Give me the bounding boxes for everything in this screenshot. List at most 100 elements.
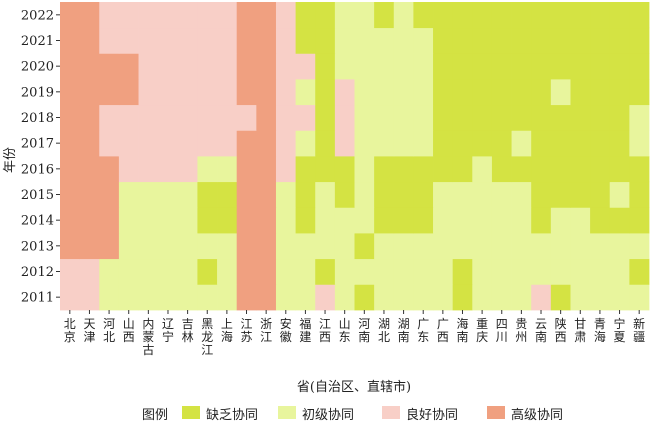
heatmap-cell — [413, 53, 434, 80]
heatmap-cell — [217, 79, 238, 106]
heatmap-cell — [236, 258, 257, 285]
heatmap-cell — [413, 27, 434, 54]
heatmap-cell — [236, 207, 257, 234]
heatmap-cell — [472, 130, 493, 157]
heatmap-cell — [374, 284, 395, 311]
heatmap-cell — [354, 2, 375, 29]
heatmap-cell — [334, 284, 355, 311]
heatmap-cell — [531, 233, 552, 260]
heatmap-cell — [158, 156, 179, 183]
heatmap-cell — [531, 181, 552, 208]
heatmap-cell — [60, 181, 81, 208]
x-tick-label: 上海 — [221, 317, 233, 344]
heatmap-cell — [197, 53, 218, 80]
heatmap-cell — [138, 207, 159, 234]
heatmap-cell — [99, 233, 120, 260]
heatmap-cell — [570, 130, 591, 157]
heatmap-cell — [256, 79, 277, 106]
heatmap-cell — [491, 104, 512, 131]
heatmap-cell — [60, 27, 81, 54]
heatmap-cell — [452, 79, 473, 106]
heatmap-cell — [197, 130, 218, 157]
heatmap-cell — [177, 207, 198, 234]
heatmap-cell — [295, 104, 316, 131]
legend-swatch — [278, 406, 296, 419]
heatmap-cell — [629, 258, 650, 285]
heatmap-cell — [118, 284, 139, 311]
heatmap-cell — [511, 181, 532, 208]
heatmap-cell — [570, 2, 591, 29]
heatmap-cell — [472, 258, 493, 285]
heatmap-cell — [452, 181, 473, 208]
heatmap-cell — [472, 53, 493, 80]
legend-title: 图例 — [142, 408, 168, 422]
heatmap-cell — [295, 233, 316, 260]
heatmap-cell — [472, 284, 493, 311]
y-tick-label: 2019 — [21, 85, 54, 100]
y-axis-ticks: 2011 2012 2013 2014 2015 2016 2017 2018 2019 2020… — [21, 8, 60, 306]
heatmap-cell — [60, 79, 81, 106]
heatmap-cell — [550, 27, 571, 54]
heatmap-cell — [236, 284, 257, 311]
heatmap-cell — [511, 104, 532, 131]
x-tick-label: 青海 — [594, 317, 606, 344]
heatmap-cell — [158, 2, 179, 29]
heatmap-cell — [570, 53, 591, 80]
x-axis-ticks: 北京天津河北山西内蒙古辽宁吉林黑龙江上海江苏浙江安徽福建江西山东河南湖北湖南广东… — [64, 310, 645, 357]
heatmap-cell — [491, 2, 512, 29]
heatmap-cell — [393, 233, 414, 260]
heatmap-cell — [393, 79, 414, 106]
heatmap-cell — [275, 181, 296, 208]
heatmap-cell — [374, 27, 395, 54]
heatmap-cell — [354, 156, 375, 183]
heatmap-cell — [354, 53, 375, 80]
heatmap-cell — [531, 53, 552, 80]
heatmap-cell — [99, 79, 120, 106]
x-tick-label: 黑龙江 — [201, 317, 213, 357]
heatmap-cell — [531, 104, 552, 131]
heatmap-cell — [138, 27, 159, 54]
heatmap-cell — [491, 181, 512, 208]
heatmap-cell — [197, 79, 218, 106]
heatmap-cell — [138, 53, 159, 80]
y-tick-label: 2013 — [21, 239, 54, 254]
heatmap-cell — [491, 284, 512, 311]
heatmap-cell — [433, 233, 454, 260]
heatmap-cell — [550, 79, 571, 106]
heatmap-cell — [413, 181, 434, 208]
heatmap-cell — [177, 104, 198, 131]
heatmap-cell — [177, 27, 198, 54]
heatmap-cell — [491, 79, 512, 106]
heatmap-cell — [393, 27, 414, 54]
heatmap-cell — [99, 130, 120, 157]
x-tick-label: 四川 — [496, 317, 508, 344]
heatmap-cell — [217, 156, 238, 183]
heatmap-cell — [354, 27, 375, 54]
heatmap-cell — [472, 233, 493, 260]
heatmap-cell — [433, 27, 454, 54]
heatmap-cell — [629, 156, 650, 183]
x-tick-label: 云南 — [535, 317, 547, 344]
legend: 图例 缺乏协同 初级协同 良好协同 高级协同 — [142, 406, 563, 422]
heatmap-cell — [99, 258, 120, 285]
heatmap-cell — [393, 284, 414, 311]
x-tick-label: 河北 — [103, 317, 115, 344]
x-tick-label: 海南 — [456, 316, 468, 344]
heatmap-cell — [118, 156, 139, 183]
heatmap-cell — [315, 233, 336, 260]
heatmap-cell — [629, 104, 650, 131]
heatmap-cell — [570, 79, 591, 106]
x-axis-label: 省(自治区、直辖市) — [297, 379, 411, 395]
heatmap-cell — [158, 284, 179, 311]
heatmap-cell — [609, 207, 630, 234]
x-tick-label: 山东 — [339, 317, 351, 344]
heatmap-cell — [531, 2, 552, 29]
heatmap-cell — [236, 233, 257, 260]
heatmap-cell — [354, 258, 375, 285]
x-tick-label: 湖北 — [378, 316, 390, 344]
x-tick-label: 福建 — [299, 316, 311, 344]
y-tick-label: 2017 — [21, 137, 54, 152]
heatmap-cell — [511, 284, 532, 311]
heatmap-cell — [550, 2, 571, 29]
legend-swatch — [182, 406, 200, 419]
